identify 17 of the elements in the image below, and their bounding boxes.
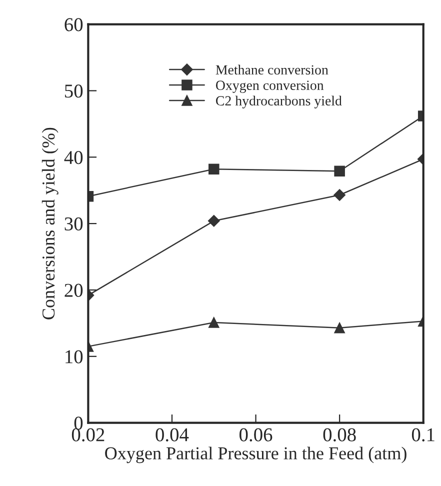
legend-label: Oxygen conversion [216, 80, 324, 93]
x-tick-label: 0.04 [156, 428, 189, 442]
y-tick-label: 10 [66, 350, 83, 364]
x-tick-label: 0.02 [72, 428, 104, 442]
y-tick-label: 0 [74, 416, 83, 430]
x-axis-title: Oxygen Partial Pressure in the Feed (atm) [105, 446, 406, 464]
x-tick-label: 0.1 [412, 428, 434, 442]
y-tick-label: 60 [64, 18, 83, 32]
legend-label: Methane conversion [216, 64, 328, 75]
y-tick-label: 30 [64, 217, 83, 230]
y-tick-label: 20 [64, 284, 83, 297]
legend-label: C2 hydrocarbons yield [216, 96, 342, 108]
y-tick-label: 40 [64, 150, 83, 164]
y-tick-label: 50 [65, 84, 83, 98]
x-tick-label: 0.08 [323, 428, 356, 442]
y-axis-title: Conversions and yield (%) [42, 128, 58, 320]
x-tick-label: 0.06 [240, 428, 272, 442]
